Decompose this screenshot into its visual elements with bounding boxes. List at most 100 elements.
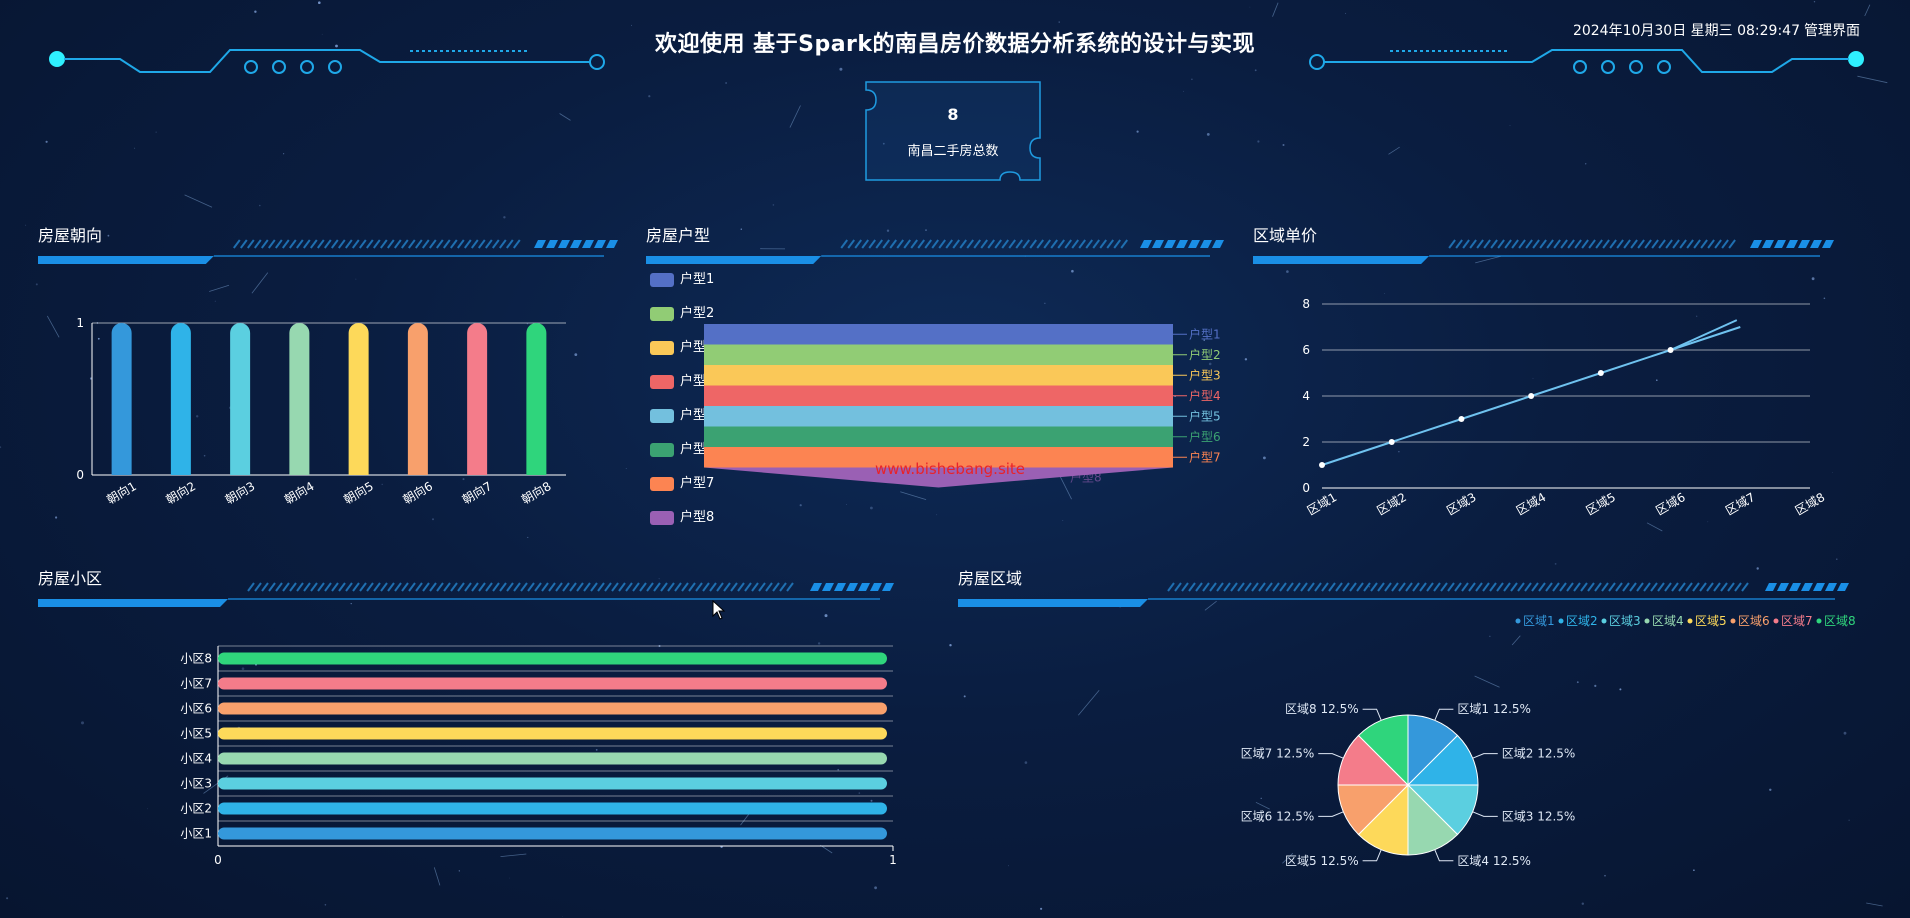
hatch-mark bbox=[345, 582, 353, 592]
legend-label[interactable]: 区域7 bbox=[1781, 614, 1813, 628]
hatch-mark bbox=[723, 582, 731, 592]
pie-label-line bbox=[1318, 753, 1344, 759]
legend-label[interactable]: 区域2 bbox=[1566, 614, 1598, 628]
hatch-mark bbox=[1567, 239, 1575, 249]
meteor-line bbox=[1282, 852, 1294, 864]
star bbox=[155, 131, 157, 133]
legend-item[interactable]: 户型7 bbox=[650, 476, 714, 492]
hatch-mark bbox=[1552, 582, 1560, 592]
hatch-mark bbox=[653, 582, 661, 592]
hatch-mark bbox=[737, 582, 745, 592]
legend-label: 户型8 bbox=[680, 510, 715, 525]
hatch-mark bbox=[1503, 582, 1511, 592]
pie-label: 区域5 12.5% bbox=[1285, 854, 1359, 868]
hatch-mark bbox=[1448, 239, 1456, 249]
hatch-mark bbox=[1622, 582, 1630, 592]
hatch-mark bbox=[267, 239, 276, 249]
hatch-mark bbox=[1678, 582, 1686, 592]
legend-item[interactable]: 户型2 bbox=[650, 306, 714, 322]
legend-item[interactable]: 户型8 bbox=[650, 510, 714, 526]
legend-label[interactable]: 区域1 bbox=[1523, 614, 1555, 628]
legend-label[interactable]: 区域3 bbox=[1609, 614, 1641, 628]
star bbox=[1585, 163, 1587, 165]
dash-mark bbox=[1212, 240, 1224, 248]
dash-mark bbox=[582, 240, 594, 248]
star bbox=[1811, 277, 1815, 281]
star bbox=[35, 283, 38, 286]
hatch-mark bbox=[1113, 239, 1121, 249]
hatch-mark bbox=[1476, 239, 1484, 249]
hatch-mark bbox=[1692, 582, 1700, 592]
hatch-mark bbox=[1078, 239, 1086, 249]
legend-marker bbox=[1644, 618, 1650, 624]
funnel-label: 户型3 bbox=[1189, 367, 1221, 382]
legend-label[interactable]: 区域8 bbox=[1824, 614, 1856, 628]
legend-label[interactable]: 区域4 bbox=[1652, 614, 1684, 628]
legend-swatch bbox=[650, 272, 674, 287]
hatch-mark bbox=[1679, 239, 1687, 249]
panel-header-bar bbox=[38, 599, 228, 607]
star bbox=[196, 415, 199, 418]
meteor-line bbox=[1864, 4, 1871, 17]
dash-mark bbox=[1810, 240, 1822, 248]
star bbox=[1832, 472, 1833, 473]
hatch-mark bbox=[1036, 239, 1044, 249]
hatch-mark bbox=[1120, 239, 1128, 249]
star bbox=[1044, 302, 1046, 304]
legend-item[interactable]: 户型1 bbox=[650, 272, 714, 288]
meteor-line bbox=[209, 284, 230, 292]
dash-mark bbox=[594, 240, 606, 248]
panel-header-bar bbox=[958, 599, 1148, 607]
meteor-line bbox=[184, 194, 213, 208]
meteor-line bbox=[1857, 75, 1888, 84]
hatch-mark bbox=[1349, 582, 1357, 592]
hatch-mark bbox=[505, 239, 514, 249]
star bbox=[458, 870, 460, 872]
hatch-mark bbox=[569, 582, 577, 592]
data-point bbox=[1388, 439, 1395, 445]
star bbox=[772, 204, 775, 206]
star bbox=[1384, 293, 1385, 295]
panel-title-community: 房屋小区 bbox=[38, 569, 103, 588]
hatch-mark bbox=[1560, 239, 1568, 249]
hatch-mark bbox=[604, 582, 612, 592]
legend-label[interactable]: 区域5 bbox=[1695, 614, 1727, 628]
hatch-mark bbox=[1489, 582, 1497, 592]
legend-marker bbox=[1687, 618, 1693, 624]
star bbox=[462, 478, 465, 481]
hatch-mark bbox=[1574, 239, 1582, 249]
bar bbox=[170, 323, 191, 475]
hatch-mark bbox=[316, 239, 325, 249]
dash-mark bbox=[870, 583, 882, 591]
hatch-mark bbox=[1356, 582, 1364, 592]
admin-link[interactable]: 管理界面 bbox=[1804, 23, 1860, 39]
hatch-mark bbox=[1377, 582, 1385, 592]
pie-label: 区域7 12.5% bbox=[1241, 747, 1315, 761]
star bbox=[1071, 269, 1074, 273]
hatch-mark bbox=[1517, 582, 1525, 592]
star bbox=[1260, 797, 1262, 799]
hatch-mark bbox=[302, 239, 311, 249]
legend-label[interactable]: 区域6 bbox=[1738, 614, 1770, 628]
dash-mark bbox=[1813, 583, 1825, 591]
hatch-mark bbox=[247, 582, 255, 592]
hatch-mark bbox=[415, 582, 423, 592]
hatch-mark bbox=[1001, 239, 1010, 249]
star bbox=[1843, 731, 1847, 735]
pie-label-line bbox=[1362, 708, 1382, 721]
hatch-mark bbox=[275, 582, 283, 592]
hatch-mark bbox=[1433, 582, 1441, 592]
hatch-mark bbox=[1720, 582, 1728, 592]
meteor-line bbox=[1058, 473, 1072, 500]
star bbox=[963, 695, 966, 698]
star bbox=[1509, 124, 1511, 126]
star bbox=[1058, 21, 1060, 23]
dash-mark bbox=[1825, 583, 1837, 591]
hatch-mark bbox=[478, 582, 486, 592]
hatch-mark bbox=[309, 239, 318, 249]
hatch-mark bbox=[1071, 239, 1079, 249]
star bbox=[355, 278, 357, 280]
hatch-mark bbox=[407, 239, 416, 249]
